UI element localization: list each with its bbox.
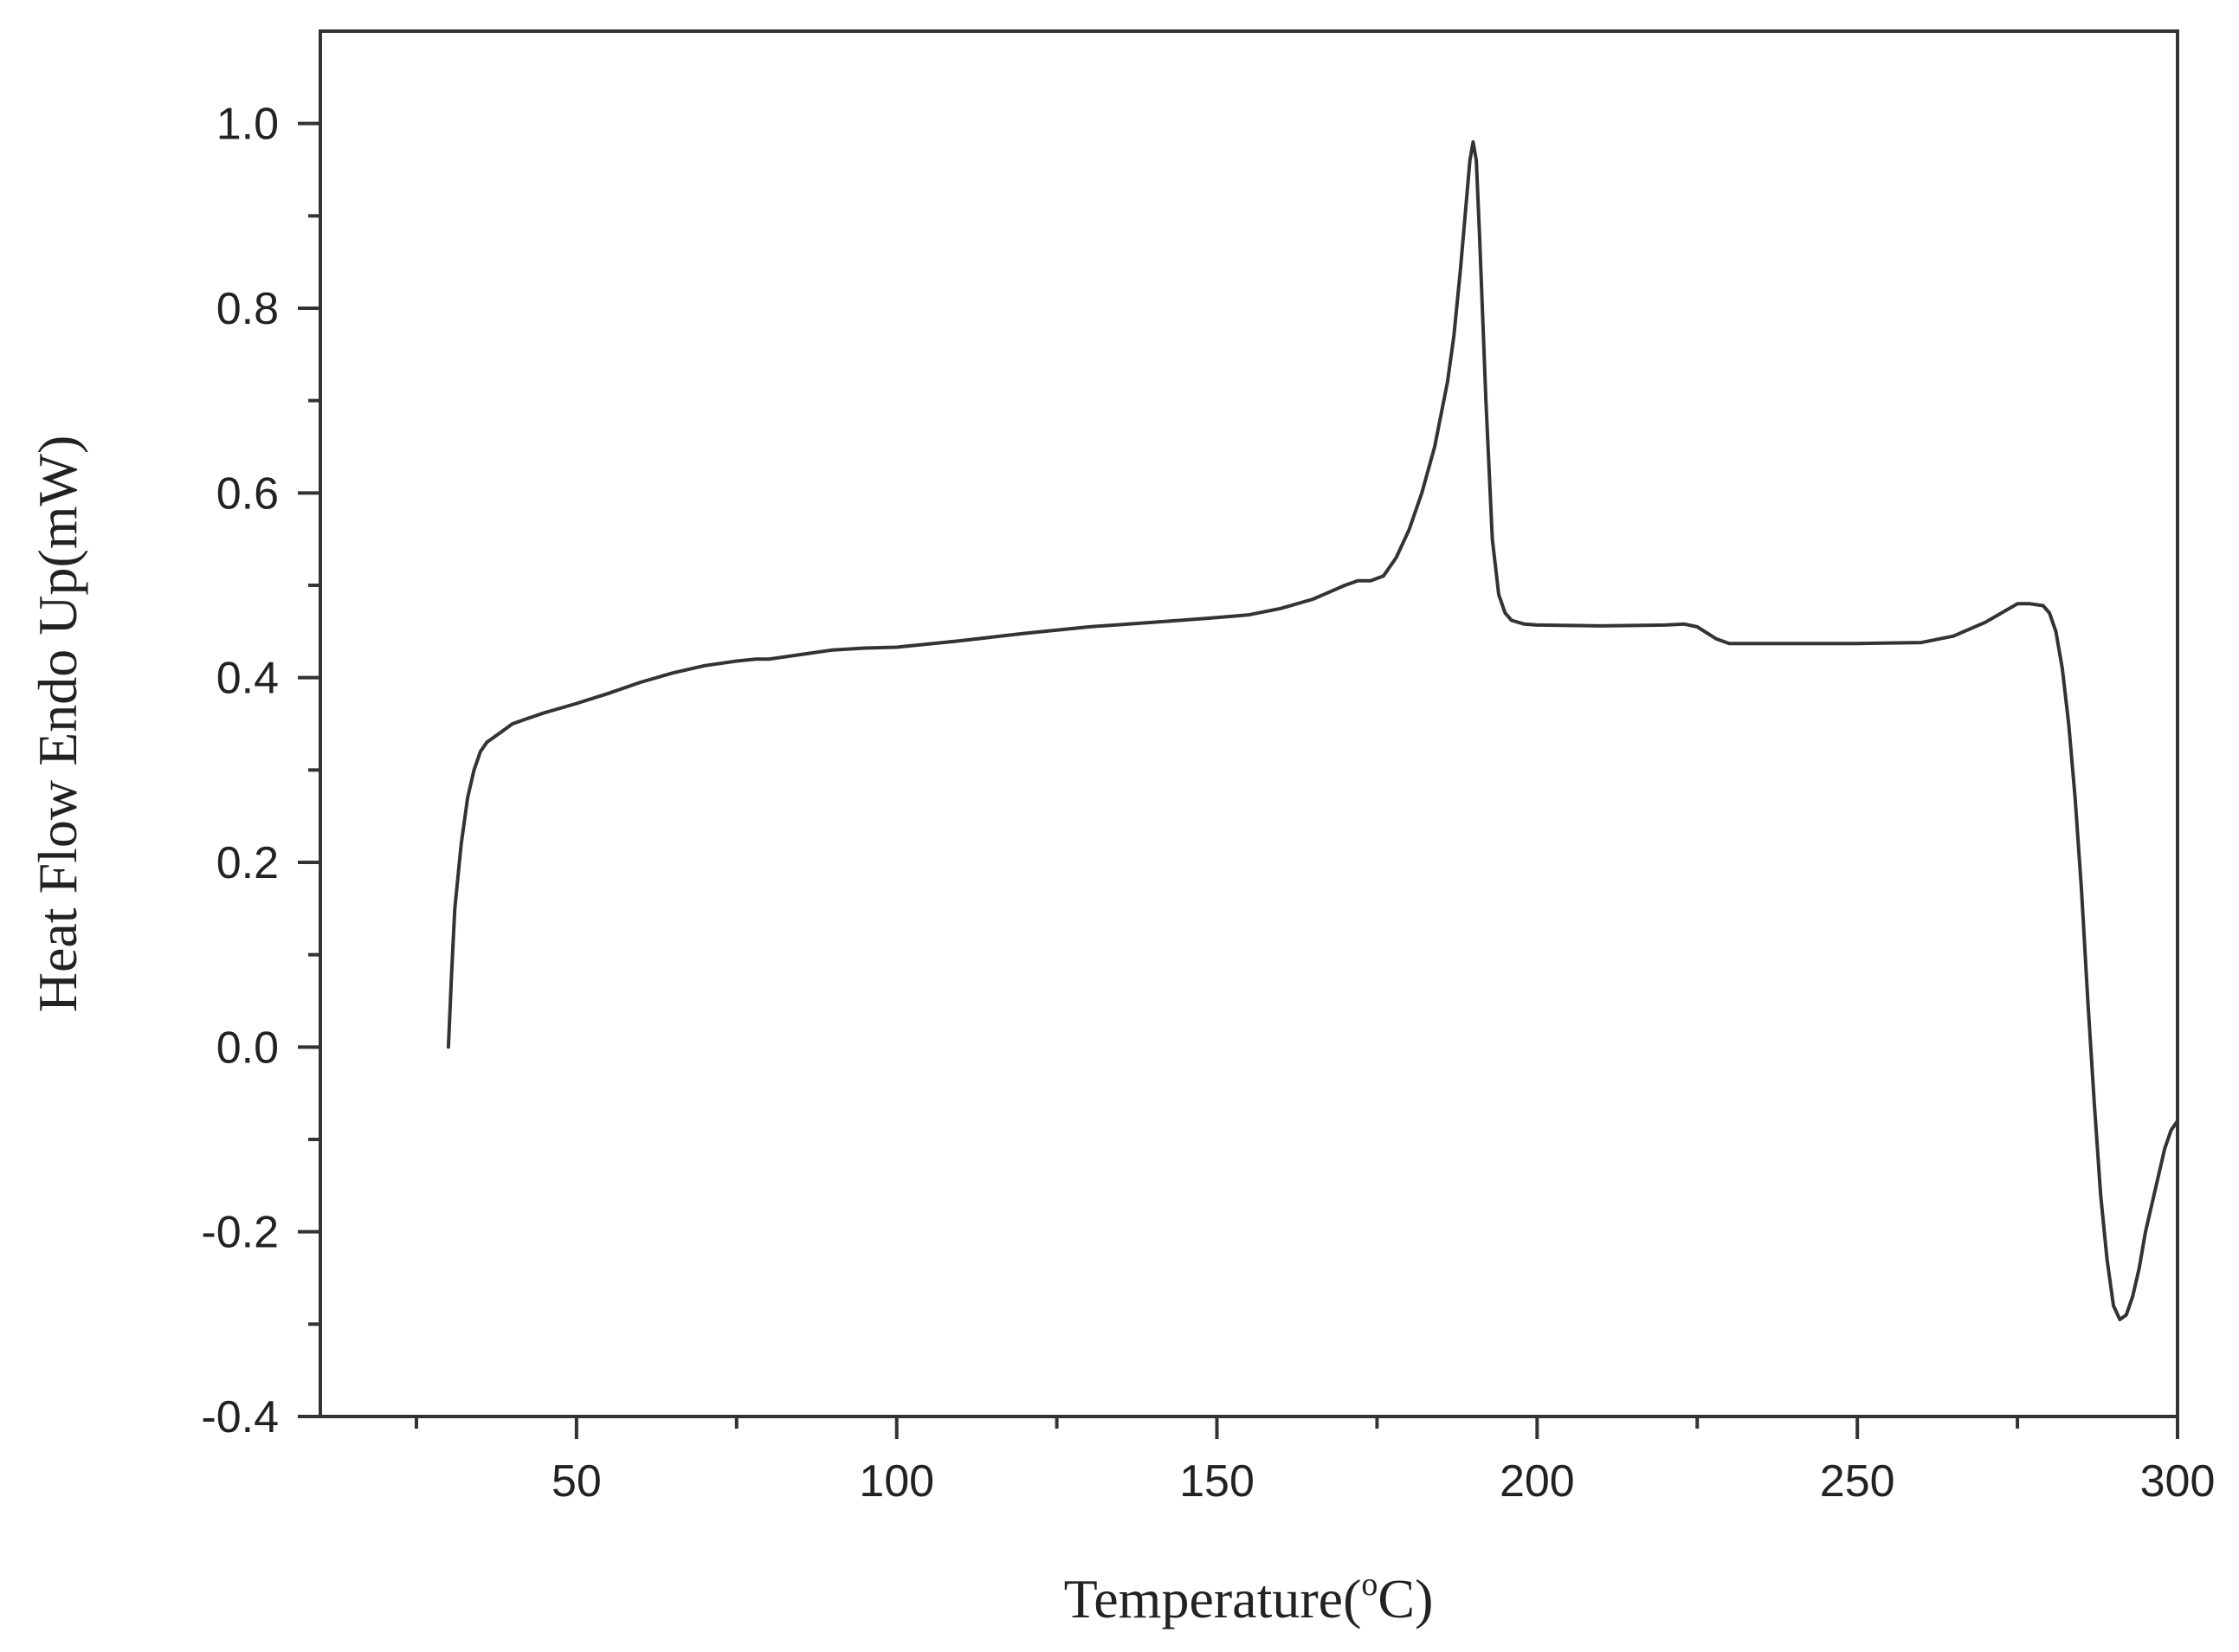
x-axis-title-prefix: Temperature( <box>1064 1568 1362 1629</box>
x-axis-title-degree: o <box>1361 1566 1378 1603</box>
y-tick-label: 0.4 <box>216 654 279 704</box>
y-tick-label: 0.8 <box>216 284 279 334</box>
x-axis-title-suffix: C) <box>1378 1568 1433 1629</box>
x-tick-label: 200 <box>1500 1456 1575 1507</box>
x-tick-label: 250 <box>1820 1456 1895 1507</box>
y-tick-label: -0.4 <box>201 1392 279 1442</box>
x-axis-title: Temperature(oC) <box>1064 1566 1434 1629</box>
plot-frame <box>319 29 2179 1418</box>
x-tick-label: 150 <box>1179 1456 1255 1507</box>
y-axis-title: Heat Flow Endo Up(mW) <box>27 436 88 1013</box>
x-tick-label: 300 <box>2140 1456 2216 1507</box>
y-tick-label: 1.0 <box>216 100 279 150</box>
x-tick-label: 100 <box>859 1456 934 1507</box>
x-tick-label: 50 <box>552 1456 602 1507</box>
y-tick-label: 0.6 <box>216 468 279 519</box>
y-tick-label: 0.0 <box>216 1023 279 1073</box>
heat-flow-line <box>446 140 2179 1321</box>
y-tick-label: 0.2 <box>216 838 279 888</box>
x-axis: 50 100 150 200 250 300 <box>414 1416 2216 1507</box>
y-tick-label: -0.2 <box>201 1208 279 1258</box>
y-axis: -0.4 -0.2 0.0 0.2 0.4 0.6 0.8 1.0 <box>201 100 320 1442</box>
